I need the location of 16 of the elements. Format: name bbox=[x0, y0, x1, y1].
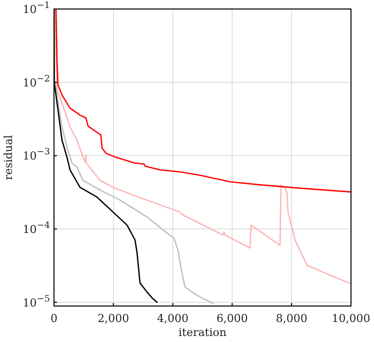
y-tick-label: 10$^{−1}$ bbox=[22, 1, 50, 16]
x-tick-label: 0 bbox=[50, 312, 58, 325]
x-tick-label: 2,000 bbox=[98, 312, 130, 325]
y-tick-label: 10$^{−3}$ bbox=[22, 148, 50, 163]
x-tick-label: 4,000 bbox=[157, 312, 189, 325]
y-tick-label: 10$^{−2}$ bbox=[22, 74, 50, 90]
x-tick-label: 6,000 bbox=[216, 312, 248, 325]
line-series bbox=[54, 82, 214, 304]
y-tick-label: 10$^{−5}$ bbox=[22, 294, 50, 310]
x-axis-title: iteration bbox=[178, 326, 226, 339]
y-axis-title: residual bbox=[2, 134, 15, 180]
x-tick-label: 10,000 bbox=[332, 312, 370, 325]
line-series bbox=[54, 9, 351, 284]
x-tick-label: 8,000 bbox=[276, 312, 308, 325]
y-tick-label: 10$^{−4}$ bbox=[22, 220, 50, 236]
line-series bbox=[55, 9, 351, 193]
